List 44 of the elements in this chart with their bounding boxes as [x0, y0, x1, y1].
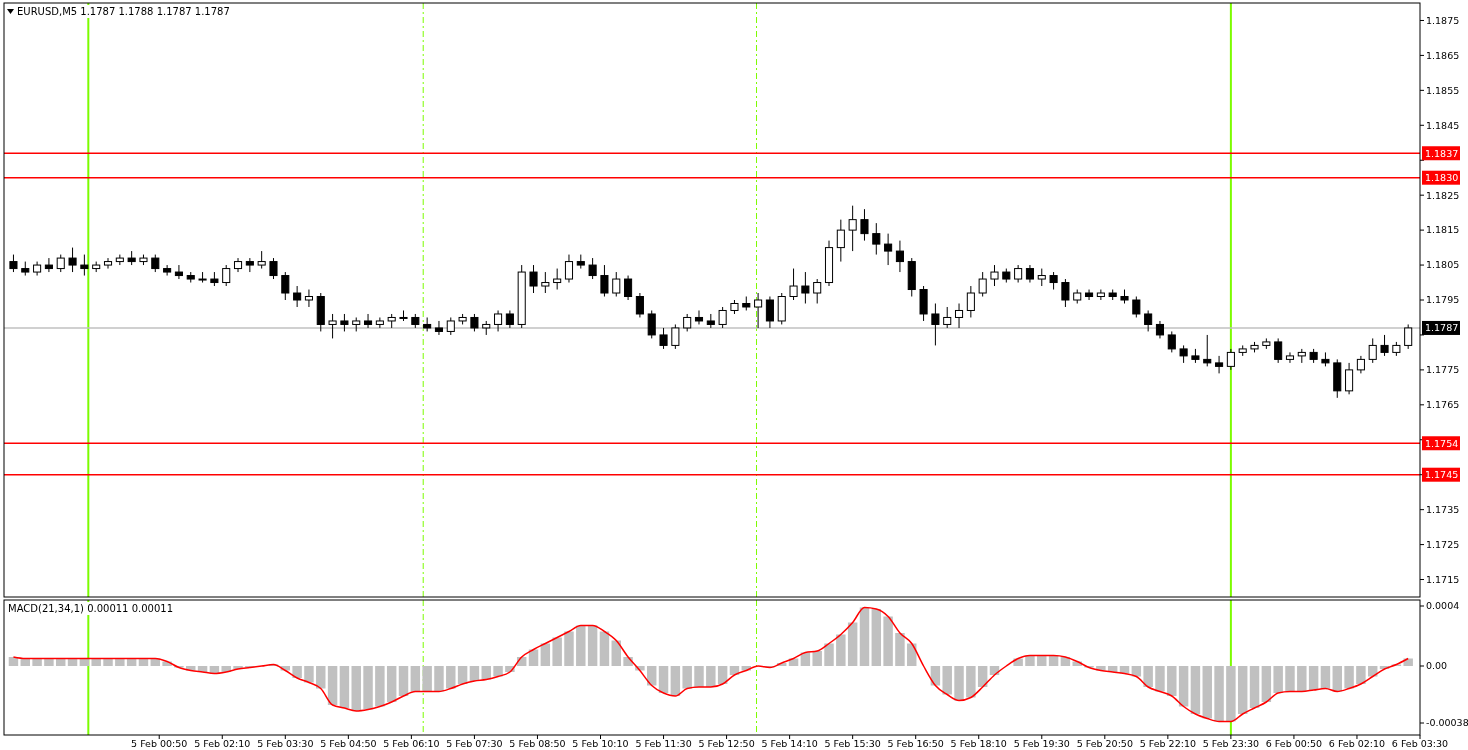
- x-tick-label: 5 Feb 07:30: [446, 738, 503, 749]
- x-tick-label: 5 Feb 02:10: [194, 738, 251, 749]
- x-tick-label: 5 Feb 03:30: [257, 738, 314, 749]
- x-tick-label: 5 Feb 15:30: [824, 738, 881, 749]
- ref-line-label: 1.1837: [1425, 147, 1459, 159]
- y-tick-label: 1.1805: [1426, 259, 1460, 271]
- y-tick-label: 1.1795: [1426, 294, 1460, 306]
- ref-line-label: 1.1787: [1425, 322, 1459, 334]
- x-tick-label: 5 Feb 04:50: [320, 738, 377, 749]
- x-tick-label: 5 Feb 10:10: [572, 738, 629, 749]
- x-tick-label: 5 Feb 18:10: [950, 738, 1007, 749]
- y-tick-label: 1.1735: [1426, 503, 1460, 515]
- y-tick-label: 1.1855: [1426, 84, 1460, 96]
- y-tick-label: 1.1775: [1426, 364, 1460, 376]
- y-tick-label: 1.1825: [1426, 189, 1460, 201]
- y-tick-label: 1.1815: [1426, 224, 1460, 236]
- chart-title: MACD(21,34,1) 0.00011 0.00011: [8, 603, 174, 614]
- y-tick-label: 1.1865: [1426, 49, 1460, 61]
- x-tick-label: 5 Feb 06:10: [383, 738, 440, 749]
- x-tick-label: 5 Feb 14:10: [761, 738, 818, 749]
- ref-line-label: 1.1745: [1425, 469, 1459, 481]
- x-tick-label: 5 Feb 16:50: [887, 738, 944, 749]
- x-tick-label: 5 Feb 19:30: [1013, 738, 1070, 749]
- x-tick-label: 5 Feb 11:30: [635, 738, 692, 749]
- x-tick-label: 5 Feb 00:50: [131, 738, 188, 749]
- chart-title: EURUSD,M5 1.1787 1.1788 1.1787 1.1787: [17, 6, 230, 17]
- y-tick-label: 0.0004: [1426, 600, 1460, 612]
- y-tick-label: -0.00038: [1426, 717, 1468, 729]
- x-tick-label: 6 Feb 03:30: [1391, 738, 1449, 749]
- x-tick-label: 6 Feb 02:10: [1328, 738, 1386, 749]
- y-tick-label: 1.1715: [1426, 573, 1460, 585]
- x-tick-label: 5 Feb 12:50: [698, 738, 755, 749]
- y-tick-label: 1.1765: [1426, 399, 1460, 411]
- x-tick-label: 5 Feb 20:50: [1076, 738, 1133, 749]
- x-tick-label: 5 Feb 08:50: [509, 738, 566, 749]
- y-tick-label: 1.1875: [1426, 14, 1460, 26]
- ref-line-label: 1.1830: [1425, 172, 1459, 184]
- x-tick-label: 5 Feb 22:10: [1139, 738, 1196, 749]
- x-tick-label: 6 Feb 00:50: [1265, 738, 1323, 749]
- y-tick-label: 0.00: [1426, 660, 1448, 672]
- ref-line-label: 1.1754: [1425, 437, 1459, 449]
- x-tick-label: 5 Feb 23:30: [1202, 738, 1260, 749]
- y-tick-label: 1.1725: [1426, 538, 1460, 550]
- y-tick-label: 1.1845: [1426, 119, 1460, 131]
